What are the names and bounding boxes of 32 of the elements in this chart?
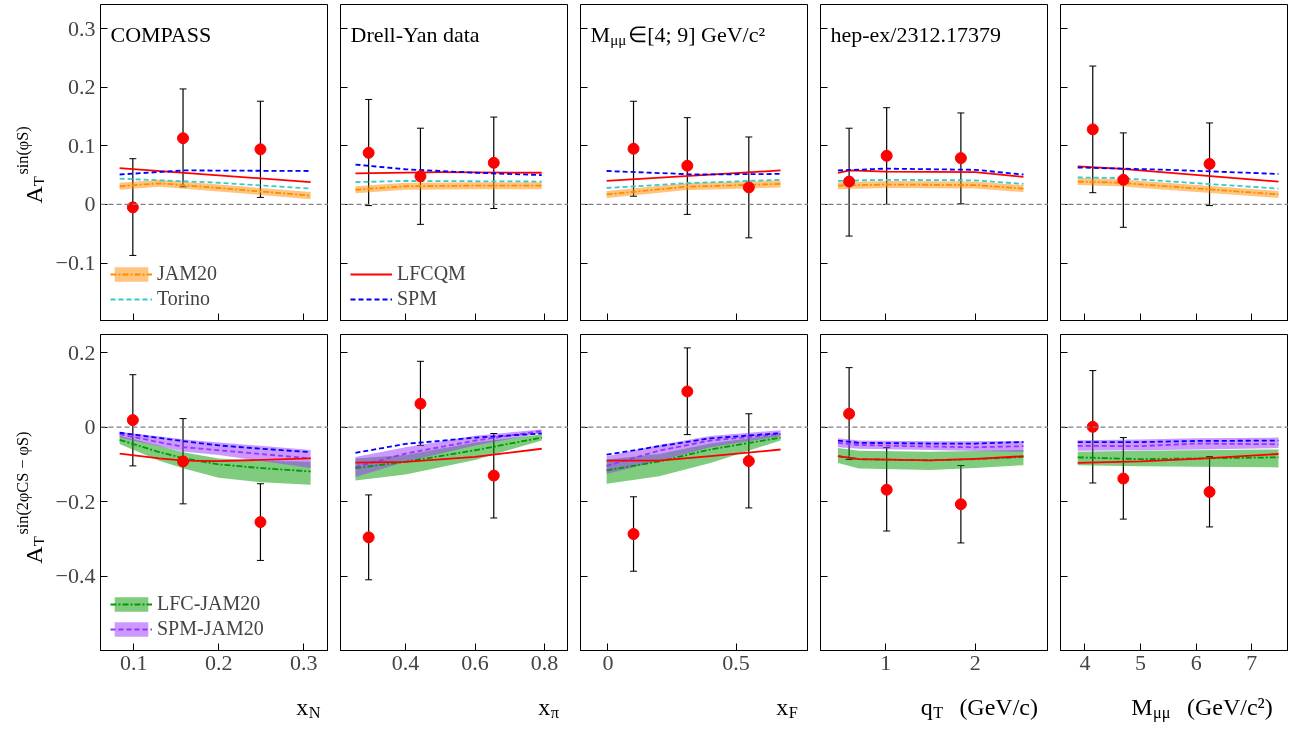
- legend-label: SPM: [397, 287, 438, 310]
- legend-label: LFCQM: [397, 262, 466, 285]
- y-tick-label: 0: [84, 191, 96, 217]
- x-tick-label: 1: [880, 649, 892, 675]
- y-tick-label: 0.2: [68, 74, 96, 100]
- legend-label: LFC-JAM20: [157, 592, 261, 615]
- x-tick-label: 0.2: [205, 649, 233, 675]
- annotation: Drell-Yan data: [350, 22, 480, 47]
- legend-label: Torino: [157, 287, 211, 310]
- y-tick-label: 0.3: [68, 15, 96, 41]
- legend-label: JAM20: [157, 262, 218, 285]
- annotation: hep-ex/2312.17379: [830, 22, 1001, 47]
- x-tick-label: 0.4: [391, 649, 420, 675]
- y-tick-label: −0.1: [55, 250, 96, 276]
- y-tick-label: 0: [84, 414, 96, 440]
- legend-label: SPM-JAM20: [157, 617, 264, 640]
- x-tick-label: 6: [1190, 649, 1202, 675]
- x-tick-label: 0.3: [290, 649, 318, 675]
- x-tick-label: 4: [1079, 649, 1091, 675]
- x-tick-label: 0.1: [119, 649, 148, 675]
- x-tick-label: 0.6: [461, 649, 489, 675]
- x-tick-label: 0: [602, 649, 614, 675]
- y-tick-label: 0.1: [68, 132, 96, 158]
- x-tick-label: 0.5: [722, 649, 750, 675]
- x-tick-label: 5: [1135, 649, 1147, 675]
- y-tick-label: 0.2: [68, 339, 96, 365]
- y-tick-label: −0.2: [55, 488, 96, 514]
- annotation: COMPASS: [110, 22, 212, 47]
- x-tick-label: 0.8: [530, 649, 559, 675]
- x-tick-label: 2: [969, 649, 981, 675]
- y-tick-label: −0.4: [55, 563, 96, 589]
- x-tick-label: 7: [1246, 649, 1258, 675]
